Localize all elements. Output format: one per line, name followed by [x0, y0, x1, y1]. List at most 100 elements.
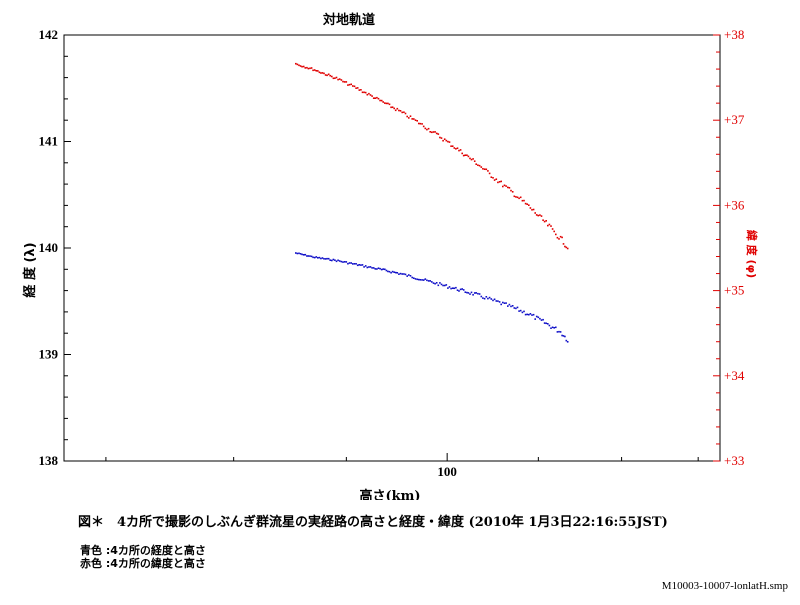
- data-point: [437, 284, 440, 287]
- data-point: [450, 145, 452, 147]
- data-point: [466, 154, 468, 156]
- data-point: [306, 66, 308, 69]
- data-point: [458, 290, 460, 292]
- data-point: [372, 267, 375, 269]
- data-point: [445, 139, 448, 142]
- left-tick-label: 140: [39, 240, 59, 255]
- data-point: [377, 267, 380, 269]
- data-point: [516, 306, 519, 309]
- data-point: [524, 202, 527, 205]
- data-point: [388, 103, 391, 106]
- data-point: [376, 96, 378, 99]
- data-point: [394, 109, 397, 112]
- data-point: [345, 81, 348, 83]
- data-point: [447, 287, 449, 289]
- data-point: [448, 141, 451, 143]
- data-point: [453, 287, 456, 290]
- data-point: [526, 313, 528, 316]
- data-point: [384, 102, 386, 104]
- data-point: [409, 115, 412, 117]
- data-point: [356, 87, 359, 89]
- data-point: [495, 300, 498, 302]
- data-point: [462, 289, 465, 291]
- data-point: [542, 318, 544, 321]
- data-point: [495, 178, 498, 180]
- data-point: [529, 313, 532, 315]
- data-point: [445, 284, 448, 286]
- data-point: [369, 94, 372, 96]
- data-point: [374, 97, 377, 99]
- data-point: [342, 261, 344, 263]
- data-point: [368, 266, 370, 268]
- data-point: [427, 127, 430, 130]
- data-point: [480, 295, 483, 298]
- data-point: [519, 309, 522, 312]
- data-point: [515, 307, 517, 310]
- data-point: [455, 148, 457, 150]
- data-point: [487, 170, 489, 172]
- data-point: [480, 166, 483, 168]
- data-point: [473, 292, 476, 294]
- right-tick-label: +38: [724, 27, 744, 42]
- data-point: [382, 268, 384, 270]
- data-point: [505, 185, 507, 187]
- legend-blue: 青色 :4カ所の経度と高さ: [80, 544, 206, 557]
- data-point: [391, 106, 394, 108]
- data-point: [542, 219, 544, 221]
- data-point: [521, 199, 524, 202]
- data-point: [435, 282, 438, 284]
- data-point: [295, 62, 297, 65]
- data-point: [523, 310, 525, 313]
- data-point: [340, 260, 343, 263]
- data-point: [434, 282, 436, 285]
- data-point: [343, 261, 346, 263]
- file-name: M10003-10007-lonlatH.smp: [661, 580, 788, 592]
- data-point: [515, 196, 517, 198]
- data-point: [451, 287, 454, 289]
- data-point: [355, 87, 357, 89]
- data-point: [419, 122, 422, 125]
- data-point: [403, 273, 405, 275]
- data-point: [298, 252, 300, 255]
- left-tick-label: 138: [39, 453, 59, 468]
- data-point: [320, 257, 322, 260]
- data-point: [458, 149, 460, 152]
- data-point: [440, 137, 443, 139]
- data-point: [485, 296, 488, 298]
- data-point: [503, 302, 506, 304]
- data-point: [528, 204, 530, 206]
- data-point: [318, 256, 321, 259]
- data-point: [470, 291, 473, 294]
- y-axis-label-right: 緯 度 (φ): [745, 230, 759, 278]
- data-point: [335, 260, 338, 263]
- data-point: [556, 236, 559, 239]
- data-point: [317, 257, 319, 259]
- left-tick-label: 141: [39, 134, 59, 149]
- data-point: [347, 84, 349, 86]
- data-point: [326, 257, 328, 260]
- data-point: [422, 125, 425, 128]
- data-point: [539, 317, 541, 320]
- data-point: [492, 299, 494, 302]
- data-point: [408, 274, 410, 276]
- data-point: [559, 331, 562, 333]
- data-point: [329, 74, 331, 77]
- data-point: [497, 300, 499, 302]
- data-point: [347, 262, 349, 265]
- data-point: [562, 335, 565, 337]
- data-point: [537, 214, 540, 217]
- data-point: [492, 177, 494, 179]
- data-point: [390, 271, 392, 274]
- data-point: [384, 268, 386, 271]
- data-point: [350, 83, 352, 86]
- data-point: [539, 214, 541, 216]
- data-point: [487, 297, 489, 300]
- data-point: [404, 112, 407, 115]
- data-point: [551, 326, 554, 329]
- data-point: [309, 67, 311, 70]
- data-point: [475, 292, 477, 294]
- data-point: [559, 235, 562, 238]
- data-point: [550, 225, 552, 227]
- data-point: [490, 176, 493, 178]
- data-point: [338, 260, 341, 262]
